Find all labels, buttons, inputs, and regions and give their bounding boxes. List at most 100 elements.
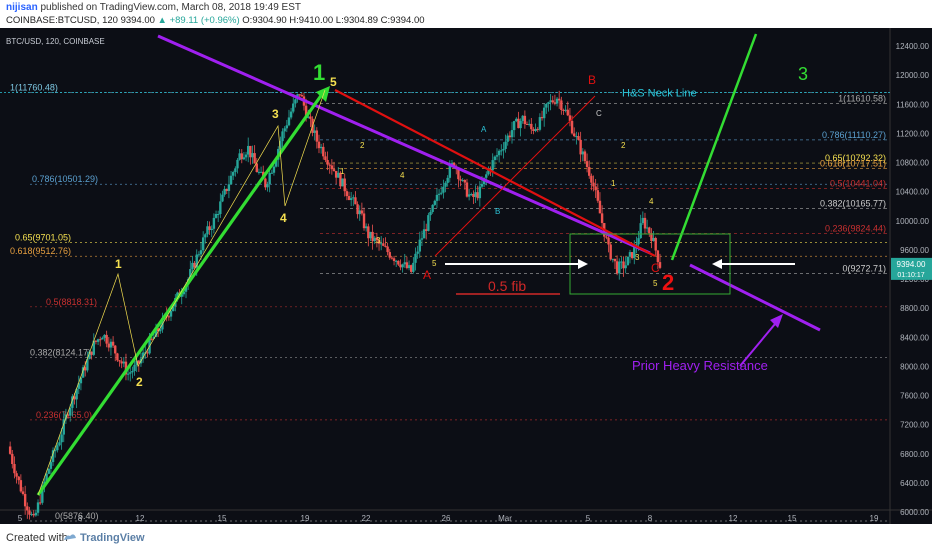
candle-body bbox=[21, 491, 25, 495]
candle-body bbox=[407, 265, 411, 269]
candle-body bbox=[249, 145, 252, 158]
candle-body bbox=[154, 328, 158, 337]
candle-body bbox=[491, 160, 494, 171]
candle-body bbox=[384, 245, 387, 247]
wave-major-2: 2 bbox=[662, 270, 674, 295]
y-tick-label: 10800.00 bbox=[896, 159, 930, 168]
created-with-label: Created with bbox=[6, 532, 68, 544]
candle-body bbox=[281, 131, 284, 142]
white-arrow-left-head bbox=[578, 259, 588, 269]
candle-body bbox=[570, 120, 574, 134]
candle-body bbox=[525, 123, 529, 125]
candle-body bbox=[8, 446, 12, 454]
candle-body bbox=[352, 197, 355, 199]
candle-body bbox=[292, 103, 295, 112]
candle-body bbox=[600, 213, 604, 224]
price-chart[interactable]: 12400.00 12000.00 11600.00 11200.00 10800.00… bbox=[0, 28, 932, 524]
tradingview-brand[interactable]: TradingView bbox=[80, 532, 145, 544]
symbol-line: COINBASE:BTCUSD, 120 9394.00 ▲ +89.11 (+… bbox=[6, 15, 425, 26]
candle-body bbox=[425, 229, 428, 231]
candle-body bbox=[319, 146, 323, 149]
candle-body bbox=[607, 237, 610, 245]
candle-body bbox=[64, 414, 68, 420]
candle-body bbox=[590, 175, 593, 183]
abc-minor-b: B bbox=[495, 207, 500, 216]
candle-body bbox=[472, 194, 475, 197]
candle-body bbox=[208, 226, 211, 230]
candle-body bbox=[538, 117, 542, 130]
resistance-trendline-ext bbox=[689, 263, 821, 332]
candle-body bbox=[410, 265, 413, 272]
candle-body bbox=[611, 258, 615, 260]
candle-body bbox=[317, 141, 321, 149]
candle-body bbox=[159, 329, 162, 332]
candle-body bbox=[84, 367, 87, 371]
x-tick-label: 8 bbox=[648, 514, 653, 523]
candle-body bbox=[131, 370, 134, 373]
publish-line: nijisan published on TradingView.com, Ma… bbox=[6, 2, 301, 13]
y-tick-label: 7600.00 bbox=[900, 392, 929, 401]
candle-body bbox=[195, 254, 198, 268]
fib-level-label: 0.618(10717.51) bbox=[820, 159, 886, 169]
candle-body bbox=[156, 328, 160, 332]
candle-body bbox=[648, 227, 651, 234]
candle-body bbox=[502, 148, 505, 151]
candle-body bbox=[71, 396, 74, 408]
candle-body bbox=[463, 179, 467, 183]
candle-body bbox=[17, 476, 20, 481]
chart-area[interactable]: 12400.00 12000.00 11600.00 11200.00 10800.00… bbox=[0, 28, 932, 524]
author-link[interactable]: nijisan bbox=[6, 2, 38, 13]
candle-body bbox=[390, 257, 394, 259]
candle-body bbox=[227, 184, 231, 191]
candle-body bbox=[542, 107, 546, 119]
candle-body bbox=[337, 172, 340, 178]
candle-body bbox=[120, 361, 123, 364]
candle-body bbox=[242, 157, 246, 160]
chart-background bbox=[0, 28, 932, 524]
candle-body bbox=[212, 217, 216, 229]
candle-body bbox=[251, 153, 254, 158]
candle-body bbox=[596, 190, 600, 201]
resistance-trendline bbox=[157, 34, 651, 255]
candle-body bbox=[622, 261, 625, 269]
candle-body bbox=[73, 396, 76, 400]
candle-body bbox=[264, 178, 267, 188]
candle-body bbox=[583, 151, 587, 162]
chart-header: nijisan published on TradingView.com, Ma… bbox=[0, 0, 932, 28]
footer: Created with TradingView bbox=[0, 528, 932, 550]
candle-body bbox=[92, 340, 95, 355]
candle-body bbox=[56, 445, 59, 451]
y-tick-label: 10000.00 bbox=[896, 217, 930, 226]
candle-body bbox=[304, 105, 308, 118]
candle-body bbox=[191, 262, 194, 270]
fib-level-label: 0.786(11110.27) bbox=[822, 130, 886, 140]
candle-body bbox=[60, 434, 63, 443]
y-tick-label: 11600.00 bbox=[896, 100, 929, 109]
candle-body bbox=[536, 128, 539, 130]
wave-minor-label: 1 bbox=[115, 257, 122, 271]
abc-minor-a: A bbox=[481, 125, 487, 134]
last-price-badge bbox=[891, 257, 932, 280]
candle-body bbox=[658, 262, 662, 268]
candle-body bbox=[47, 468, 50, 474]
candle-body bbox=[283, 128, 286, 132]
fib-level-label: 1(11610.58) bbox=[838, 93, 886, 103]
candle-body bbox=[193, 262, 196, 268]
candle-body bbox=[581, 151, 584, 155]
candle-body bbox=[652, 237, 655, 242]
candle-body bbox=[515, 118, 518, 122]
candle-body bbox=[79, 377, 83, 384]
fib-level-label: 0.5(8818.31) bbox=[46, 297, 97, 307]
candle-body bbox=[30, 514, 33, 516]
candle-body bbox=[594, 186, 597, 191]
candle-body bbox=[573, 133, 576, 137]
wave-minor-label: 5 bbox=[330, 75, 337, 89]
candle-body bbox=[508, 135, 512, 138]
candle-body bbox=[270, 172, 274, 174]
wave-minor-label: 2 bbox=[136, 375, 143, 389]
candle-body bbox=[77, 383, 80, 389]
candle-body bbox=[53, 450, 57, 452]
candle-body bbox=[349, 198, 353, 201]
candle-body bbox=[369, 231, 372, 239]
candle-body bbox=[101, 337, 104, 340]
